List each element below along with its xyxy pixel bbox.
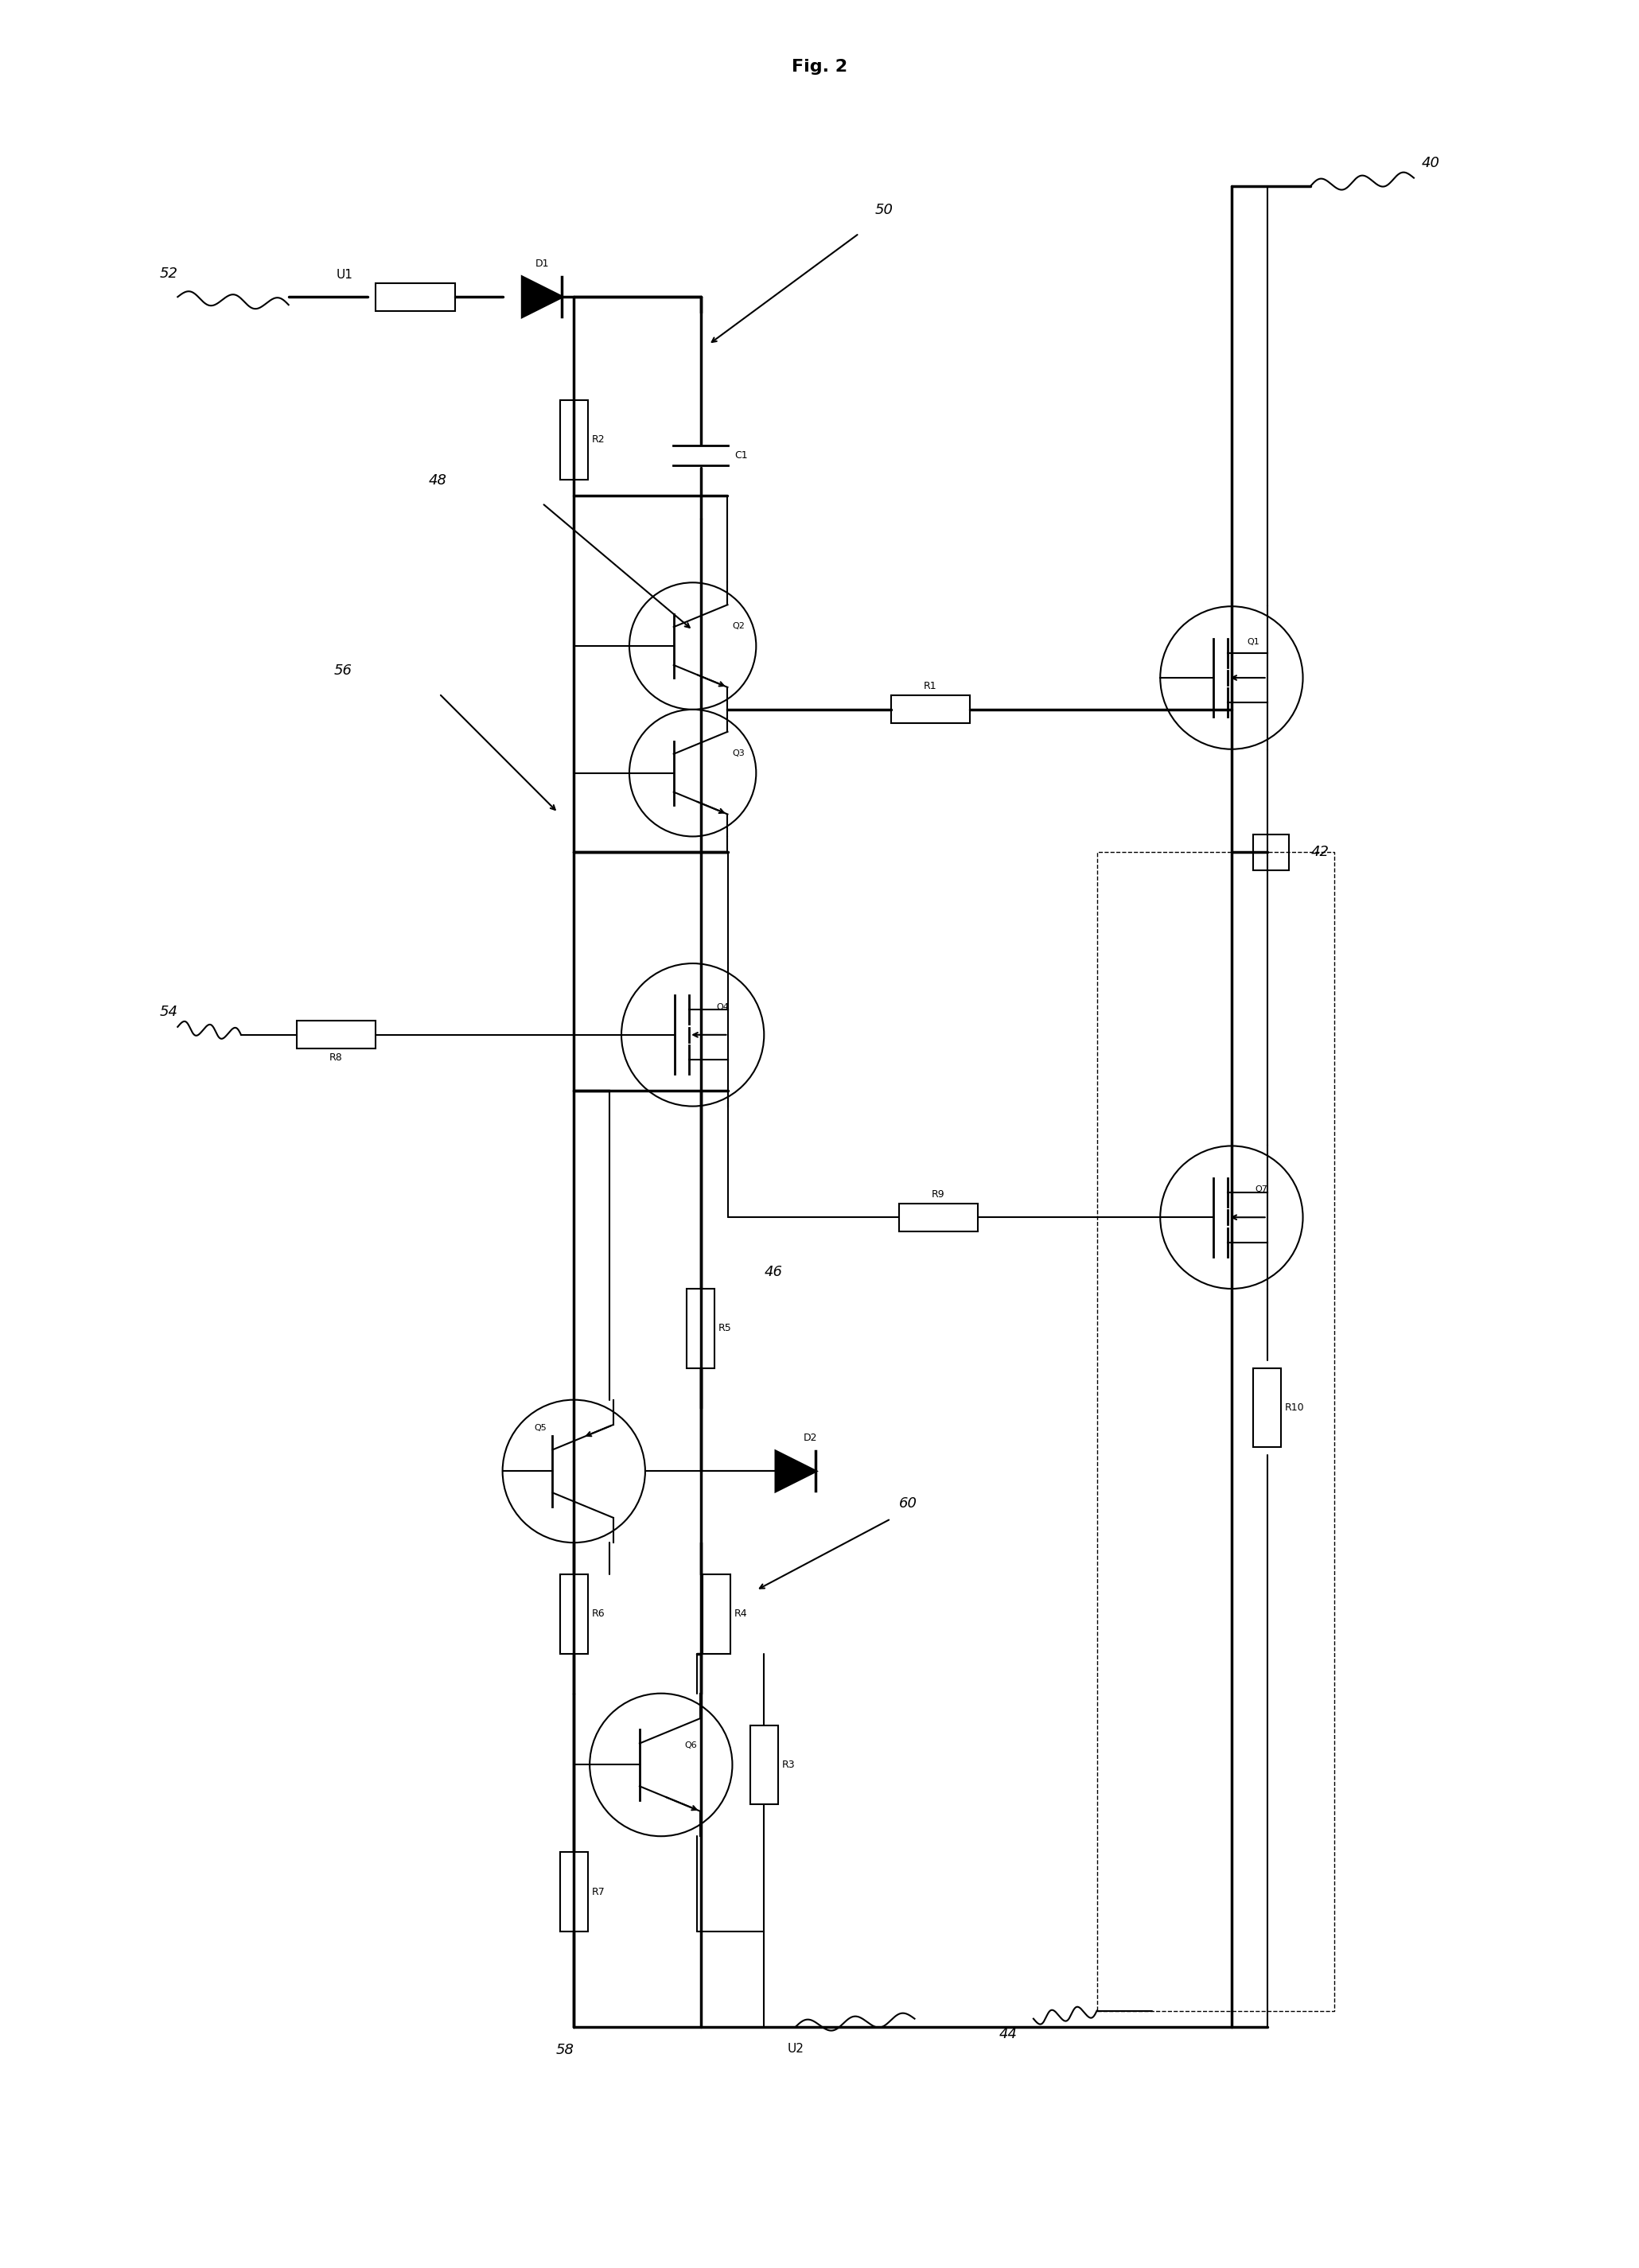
Text: 56: 56 — [334, 665, 352, 678]
Text: Q6: Q6 — [685, 1742, 697, 1749]
Bar — [297, 1021, 375, 1048]
Text: Q4: Q4 — [716, 1002, 729, 1012]
Text: 50: 50 — [875, 204, 893, 218]
Bar — [898, 1204, 978, 1232]
Text: 58: 58 — [556, 2043, 574, 2057]
Polygon shape — [523, 277, 562, 318]
Text: Q5: Q5 — [534, 1424, 547, 1431]
Text: Q2: Q2 — [733, 621, 746, 631]
Text: U1: U1 — [336, 270, 352, 281]
Text: R3: R3 — [782, 1760, 795, 1769]
Text: Q7: Q7 — [1255, 1186, 1269, 1193]
Text: 60: 60 — [898, 1497, 918, 1510]
Bar — [751, 1726, 779, 1805]
Text: 48: 48 — [429, 474, 447, 488]
Text: R1: R1 — [924, 680, 938, 692]
Text: 52: 52 — [159, 268, 177, 281]
Text: R6: R6 — [592, 1608, 605, 1619]
Text: R7: R7 — [592, 1887, 605, 1896]
Text: 46: 46 — [764, 1266, 782, 1279]
Text: Q1: Q1 — [1247, 637, 1260, 646]
Text: R8: R8 — [329, 1052, 343, 1064]
Text: D2: D2 — [803, 1433, 818, 1442]
Text: R4: R4 — [734, 1608, 747, 1619]
Text: U2: U2 — [787, 2043, 805, 2055]
Text: C1: C1 — [734, 451, 747, 460]
Bar — [892, 696, 970, 723]
Text: Q3: Q3 — [733, 748, 744, 758]
Text: 42: 42 — [1311, 846, 1329, 860]
Bar — [561, 399, 588, 479]
Bar — [687, 1288, 715, 1368]
Bar — [703, 1574, 731, 1653]
Text: R2: R2 — [592, 435, 605, 445]
Bar — [1254, 1368, 1282, 1447]
Bar — [1254, 835, 1288, 871]
Bar — [561, 1574, 588, 1653]
Text: 44: 44 — [1000, 2028, 1018, 2041]
Bar — [375, 284, 456, 311]
Polygon shape — [775, 1452, 816, 1490]
Text: D1: D1 — [536, 259, 549, 270]
Text: R5: R5 — [718, 1322, 731, 1334]
Text: 54: 54 — [159, 1005, 177, 1018]
Bar — [561, 1853, 588, 1932]
Text: R9: R9 — [931, 1188, 946, 1200]
Text: R10: R10 — [1285, 1402, 1305, 1413]
Text: 40: 40 — [1421, 156, 1441, 170]
Text: Fig. 2: Fig. 2 — [792, 59, 847, 75]
